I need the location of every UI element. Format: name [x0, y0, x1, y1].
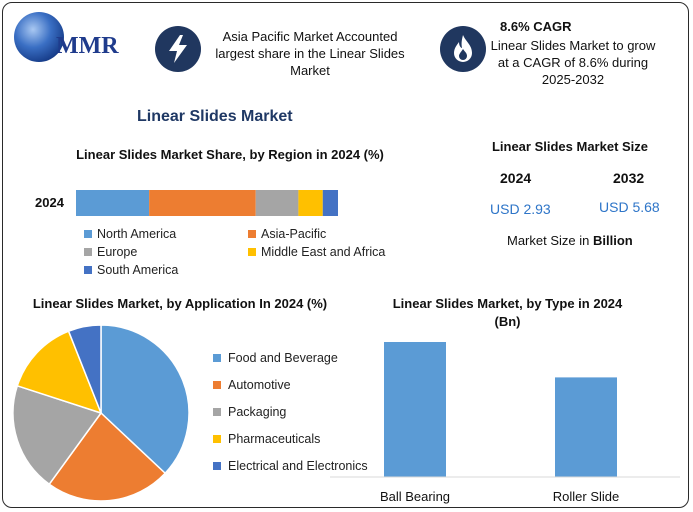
market-size-value-2032: USD 5.68: [599, 199, 660, 215]
pie-legend-item-automotive: Automotive: [213, 378, 291, 392]
main-title: Linear Slides Market: [137, 108, 293, 125]
type-bar-ball-bearing: [384, 342, 446, 477]
legend-swatch: [213, 381, 221, 389]
pie-slice-automotive: [48, 411, 167, 502]
type-axis-label-ball-bearing: Ball Bearing: [379, 489, 451, 504]
market-size-year-2024: 2024: [500, 170, 532, 186]
legend-swatch: [213, 408, 221, 416]
legend-label: North America: [97, 227, 177, 241]
legend-swatch: [213, 435, 221, 443]
legend-label: Food and Beverage: [228, 351, 338, 365]
lightning-bolt-icon: [155, 26, 201, 72]
market-size-note-prefix: Market Size in: [507, 233, 593, 248]
pie-slice-pharmaceuticals: [16, 330, 103, 415]
bar-segment-south-america: [322, 190, 338, 216]
legend-label: Europe: [97, 245, 138, 259]
type-bar-chart: [330, 342, 680, 478]
legend-swatch: [213, 462, 221, 470]
legend-label: Packaging: [228, 405, 287, 419]
type-bar-roller-slide: [555, 377, 617, 477]
market-size-note: Market Size in Billion: [507, 233, 633, 248]
cagr-title: 8.6% CAGR: [500, 19, 572, 34]
legend-item-middle-east-and-africa: Middle East and Africa: [248, 245, 385, 259]
logo-text: MMR: [56, 33, 119, 59]
pie-legend-item-food-and-beverage: Food and Beverage: [213, 351, 338, 365]
legend-label: Automotive: [228, 378, 291, 392]
market-size-title: Linear Slides Market Size: [491, 139, 649, 154]
region-chart-title: Linear Slides Market Share, by Region in…: [76, 147, 384, 162]
application-pie-chart: [12, 324, 190, 502]
type-chart-title: Linear Slides Market, by Type in 2024 (B…: [392, 296, 623, 329]
legend-item-south-america: South America: [84, 263, 178, 277]
bar-segment-europe: [255, 190, 299, 216]
legend-swatch: [248, 248, 256, 256]
pie-legend-item-pharmaceuticals: Pharmaceuticals: [213, 432, 320, 446]
market-size-year-2032: 2032: [613, 170, 645, 186]
legend-item-asia-pacific: Asia-Pacific: [248, 227, 326, 241]
legend-swatch: [84, 266, 92, 274]
type-axis-label-roller-slide: Roller Slide: [552, 489, 620, 504]
pie-legend-item-electrical-and-electronics: Electrical and Electronics: [213, 459, 368, 473]
legend-label: South America: [97, 263, 179, 277]
legend-item-europe: Europe: [84, 245, 137, 259]
pie-slice-electrical-and-electronics: [67, 324, 102, 414]
legend-label: Pharmaceuticals: [228, 432, 321, 446]
legend-label: Asia-Pacific: [261, 227, 327, 241]
region-bar-label: 2024: [35, 195, 64, 210]
fact-cagr: Linear Slides Market to grow at a CAGR o…: [490, 38, 656, 87]
market-size-value-2024: USD 2.93: [490, 201, 551, 217]
flame-icon: [440, 26, 486, 72]
bar-segment-middle-east-and-africa: [298, 190, 323, 216]
region-stacked-bar: [76, 190, 338, 216]
fact-apac-share: Asia Pacific Market Accounted largest sh…: [215, 29, 405, 78]
bar-segment-north-america: [76, 190, 150, 216]
legend-swatch: [213, 354, 221, 362]
globe-logo-icon: [14, 12, 64, 62]
legend-swatch: [84, 248, 92, 256]
market-size-note-unit: Billion: [592, 233, 633, 248]
legend-swatch: [84, 230, 92, 238]
application-chart-title: Linear Slides Market, by Application In …: [32, 296, 328, 311]
pie-slice-food-and-beverage: [100, 324, 190, 475]
legend-label: Middle East and Africa: [261, 245, 386, 259]
bar-segment-asia-pacific: [149, 190, 256, 216]
legend-swatch: [248, 230, 256, 238]
legend-label: Electrical and Electronics: [228, 459, 368, 473]
pie-slice-packaging: [12, 384, 103, 486]
legend-item-north-america: North America: [84, 227, 176, 241]
pie-legend-item-packaging: Packaging: [213, 405, 286, 419]
